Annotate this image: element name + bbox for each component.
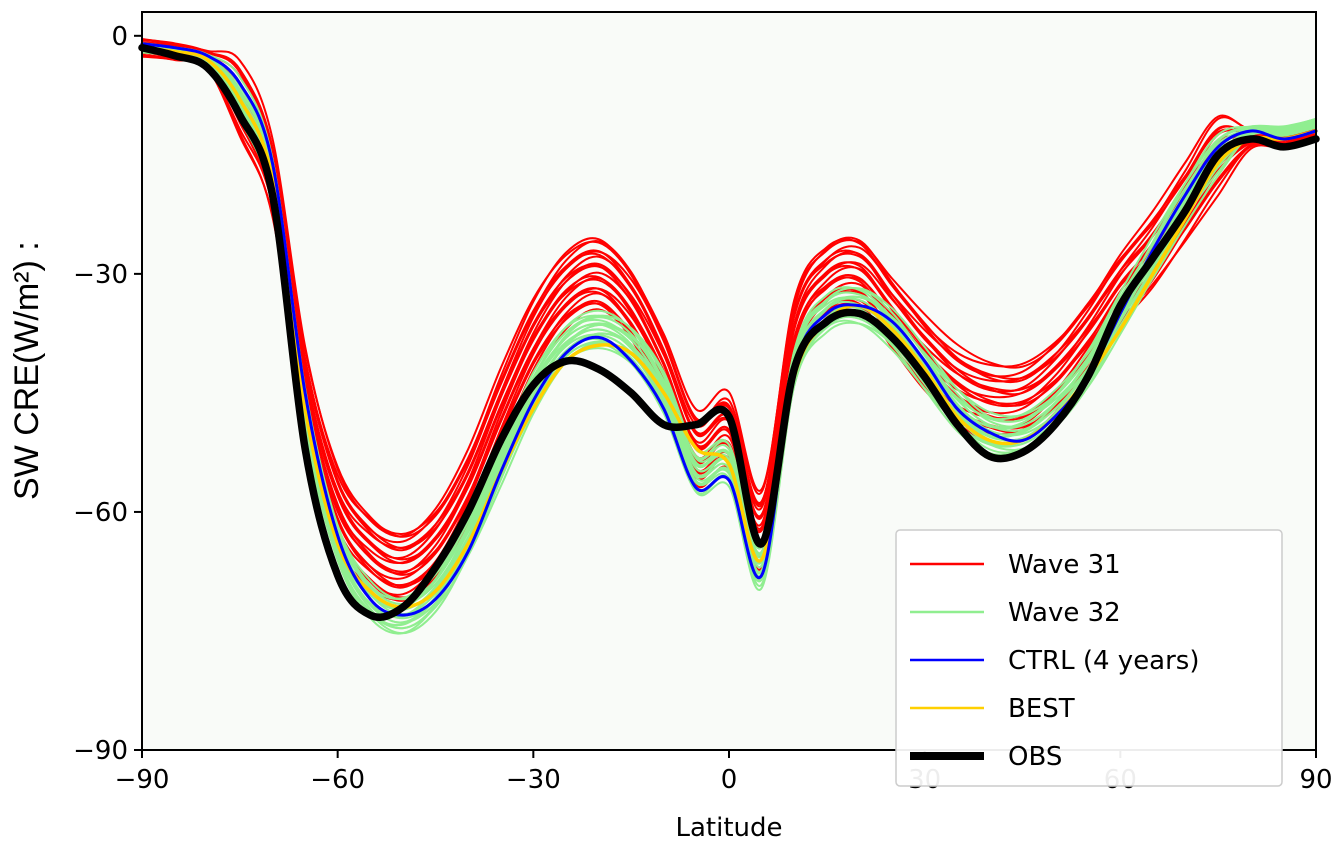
legend-entry: Wave 31 [1008, 550, 1121, 580]
y-axis-ticks: 0 −30 −60 −90 [73, 22, 142, 766]
x-tick-label: 90 [1299, 765, 1332, 795]
x-tick-label: −90 [115, 765, 170, 795]
y-tick-label: 0 [111, 22, 128, 52]
x-axis-label: Latitude [675, 813, 782, 843]
legend-entry: Wave 32 [1008, 598, 1121, 628]
y-axis-label: SW CRE(W/m²) : [8, 241, 46, 500]
series-line-best [140, 45, 1318, 609]
ensemble-line-wave-31 [141, 42, 1317, 549]
legend-box [895, 529, 1283, 787]
y-tick-label: −30 [73, 260, 128, 290]
y-tick-label: −90 [73, 736, 128, 766]
legend-entry: BEST [1008, 694, 1075, 724]
legend-entry: OBS [1008, 742, 1062, 772]
x-tick-label: −60 [310, 765, 365, 795]
ensemble-line-wave-31 [141, 38, 1317, 538]
legend: Wave 31 Wave 32 CTRL (4 years) BEST OBS [895, 529, 1283, 787]
x-tick-label: −30 [506, 765, 561, 795]
x-tick-label: 0 [721, 765, 738, 795]
legend-entry: CTRL (4 years) [1008, 646, 1200, 676]
series-lines [138, 42, 1320, 621]
y-tick-label: −60 [73, 498, 128, 528]
series-line-obs [138, 43, 1320, 621]
